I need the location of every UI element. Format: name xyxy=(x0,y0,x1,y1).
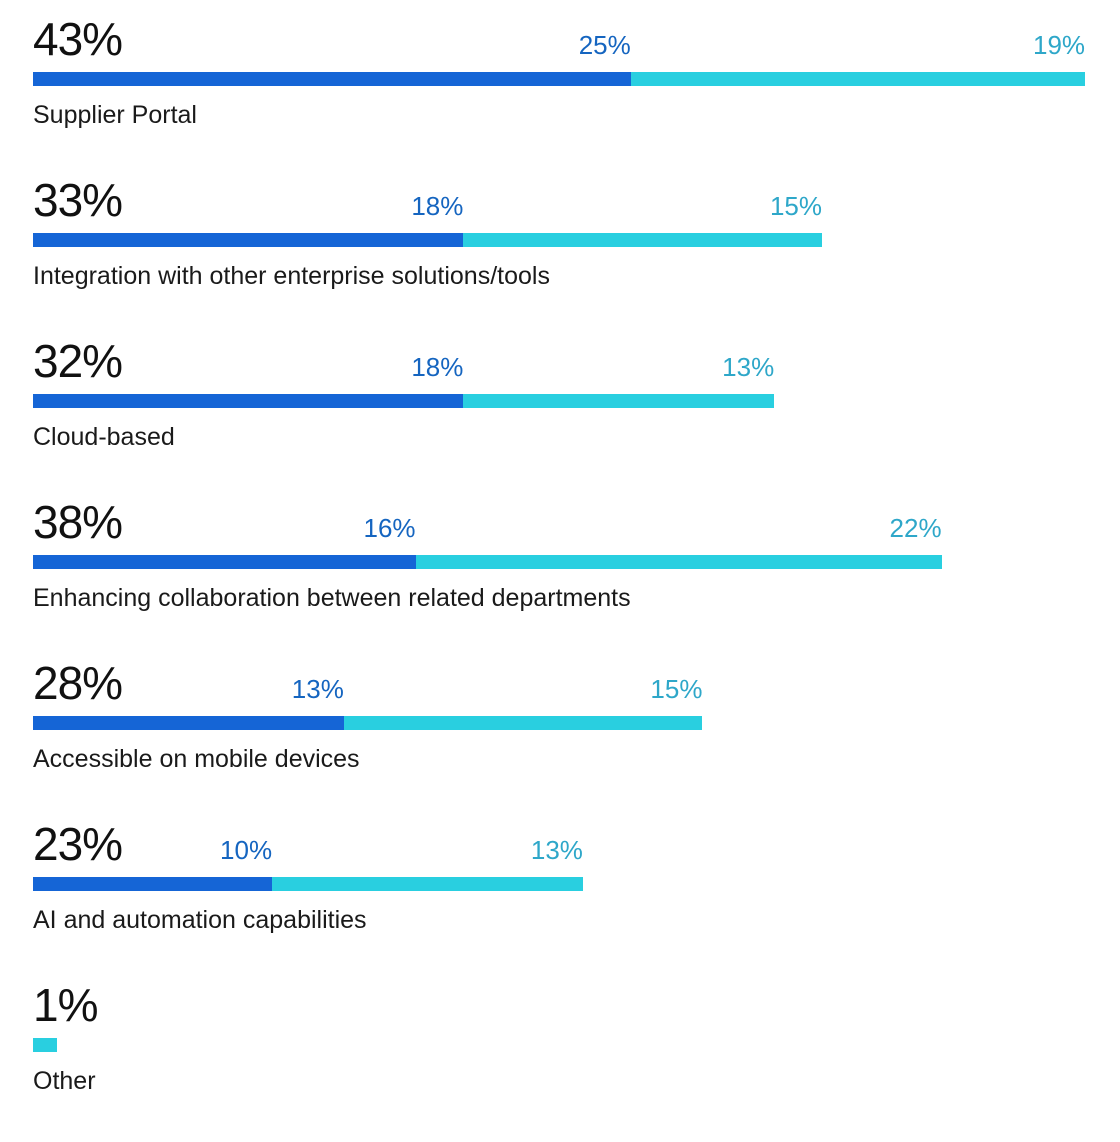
total-label: 38% xyxy=(33,496,123,548)
bar-segment-series-a xyxy=(33,716,344,730)
value-label-series-b: 15% xyxy=(769,191,823,221)
bar-segment-series-b xyxy=(343,716,703,730)
value-label-series-a: 18% xyxy=(411,191,464,221)
chart-row: 1% Other xyxy=(33,982,1093,1142)
value-label-series-a: 25% xyxy=(578,30,631,60)
chart-row: 32% 18% 13% Cloud-based xyxy=(33,338,1093,498)
value-label-series-b: 13% xyxy=(530,835,583,865)
total-label: 28% xyxy=(33,657,123,709)
chart-row: 23% 10% 13% AI and automation capabilities xyxy=(33,821,1093,981)
chart-row: 43% 25% 19% Supplier Portal xyxy=(33,16,1093,176)
chart-row: 28% 13% 15% Accessible on mobile devices xyxy=(33,660,1093,820)
bar-segment-series-b xyxy=(630,72,1086,86)
value-label-series-a: 16% xyxy=(363,513,416,543)
chart-row: 38% 16% 22% Enhancing collaboration between… xyxy=(33,499,1093,659)
category-label: Enhancing collaboration between related … xyxy=(33,584,631,612)
total-label: 23% xyxy=(33,818,123,870)
bar-segment-series-b xyxy=(463,233,823,247)
category-label: Cloud-based xyxy=(33,423,175,451)
bar-segment-series-b xyxy=(272,877,583,891)
bar-segment-series-a xyxy=(33,72,631,86)
value-label-series-a: 13% xyxy=(291,674,344,704)
bar-segment-series-b xyxy=(415,555,942,569)
value-label-series-b: 15% xyxy=(650,674,703,704)
stacked-bar-chart: 43% 25% 19% Supplier Portal 33% 18% 15% Integra… xyxy=(33,16,1093,1095)
value-label-series-b: 13% xyxy=(722,352,775,382)
value-label-series-b: 22% xyxy=(889,513,942,543)
total-label: 43% xyxy=(33,13,123,65)
chart-row: 33% 18% 15% Integration with other enterpri… xyxy=(33,177,1093,337)
category-label: Supplier Portal xyxy=(33,101,197,129)
bar-segment-series-a xyxy=(33,394,464,408)
category-label: Accessible on mobile devices xyxy=(33,745,360,773)
value-label-series-a: 10% xyxy=(220,835,273,865)
category-label: AI and automation capabilities xyxy=(33,906,367,934)
bar-segment-series-b xyxy=(33,1038,57,1052)
value-label-series-b: 19% xyxy=(1032,30,1086,60)
total-label: 33% xyxy=(33,174,123,226)
bar-segment-series-b xyxy=(463,394,775,408)
category-label: Other xyxy=(33,1067,96,1095)
total-label: 1% xyxy=(33,979,98,1031)
bar-segment-series-a xyxy=(33,877,273,891)
bar-segment-series-a xyxy=(33,555,416,569)
total-label: 32% xyxy=(33,335,123,387)
bar-segment-series-a xyxy=(33,233,464,247)
value-label-series-a: 18% xyxy=(411,352,464,382)
category-label: Integration with other enterprise soluti… xyxy=(33,262,550,290)
